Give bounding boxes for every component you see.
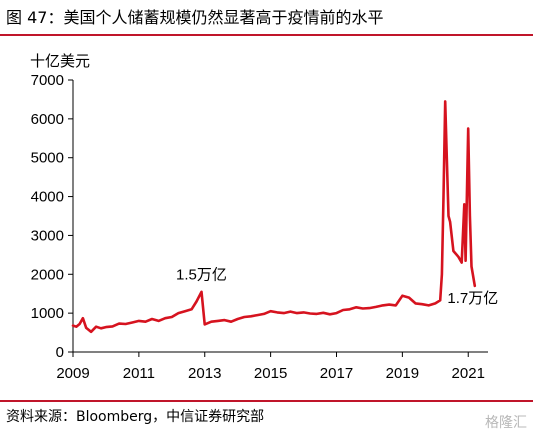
y-axis-label: 十亿美元 bbox=[30, 52, 90, 70]
y-tick-label: 2000 bbox=[31, 266, 64, 283]
y-ticks: 0 1000 2000 3000 4000 5000 6000 7000 bbox=[31, 72, 73, 361]
annotations: 1.5万亿 1.7万亿 bbox=[176, 267, 498, 307]
y-tick-label: 1000 bbox=[31, 305, 64, 322]
figure-title: 图 47：美国个人储蓄规模仍然显著高于疫情前的水平 bbox=[6, 8, 384, 27]
x-ticks: 2009 2011 2013 2015 2017 2019 2021 bbox=[56, 352, 485, 382]
title-rule bbox=[0, 34, 533, 36]
x-tick-label: 2011 bbox=[123, 365, 155, 382]
x-tick-label: 2015 bbox=[254, 365, 287, 382]
y-tick-label: 4000 bbox=[31, 189, 64, 206]
series-line bbox=[71, 100, 477, 334]
footer-rule bbox=[0, 400, 533, 402]
y-tick-label: 0 bbox=[56, 344, 64, 361]
source-note: 资料来源：Bloomberg，中信证券研究部 bbox=[6, 409, 265, 425]
annotation-label: 1.7万亿 bbox=[447, 290, 498, 307]
x-tick-label: 2021 bbox=[452, 365, 485, 382]
chart-axes bbox=[72, 80, 488, 353]
series-group bbox=[71, 100, 477, 334]
annotation-label: 1.5万亿 bbox=[176, 267, 227, 284]
x-tick-label: 2013 bbox=[188, 365, 221, 382]
watermark-logo: 格隆汇 bbox=[485, 415, 527, 431]
y-tick-label: 6000 bbox=[31, 111, 64, 128]
y-tick-label: 7000 bbox=[31, 72, 64, 89]
y-tick-label: 5000 bbox=[31, 150, 64, 167]
x-tick-label: 2019 bbox=[386, 365, 419, 382]
y-tick-label: 3000 bbox=[31, 227, 64, 244]
x-tick-label: 2009 bbox=[56, 365, 89, 382]
x-tick-label: 2017 bbox=[320, 365, 353, 382]
